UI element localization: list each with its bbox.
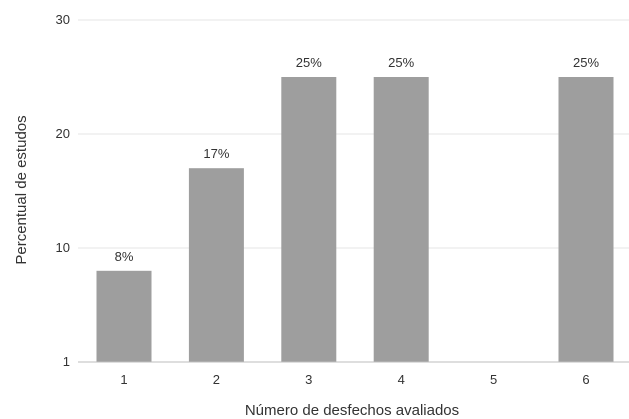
y-tick-label: 20 [56, 126, 70, 141]
data-label-4: 25% [388, 55, 414, 70]
bars [96, 77, 614, 362]
x-tick-label: 3 [305, 372, 312, 387]
data-label-1: 8% [115, 249, 134, 264]
x-tick-label: 2 [213, 372, 220, 387]
y-tick-label: 10 [56, 240, 70, 255]
bar-4 [373, 77, 429, 362]
x-tick-labels: 1 2 3 4 5 6 [120, 372, 589, 387]
x-tick-label: 1 [120, 372, 127, 387]
bar-6 [558, 77, 614, 362]
y-tick-labels: 1 10 20 30 [56, 12, 70, 369]
data-labels: 8% 17% 25% 25% 25% [115, 55, 600, 264]
data-label-2: 17% [203, 146, 229, 161]
data-label-3: 25% [296, 55, 322, 70]
x-axis-label: Número de desfechos avaliados [245, 402, 459, 419]
bar-2 [188, 168, 244, 362]
x-tick-label: 4 [398, 372, 405, 387]
bar-1 [96, 270, 152, 362]
gridlines [78, 19, 629, 249]
y-tick-label: 30 [56, 12, 70, 27]
y-axis-label: Percentual de estudos [13, 115, 30, 264]
bar-3 [281, 77, 337, 362]
x-tick-label: 5 [490, 372, 497, 387]
y-tick-label: 1 [63, 354, 70, 369]
data-label-6: 25% [573, 55, 599, 70]
x-tick-label: 6 [582, 372, 589, 387]
